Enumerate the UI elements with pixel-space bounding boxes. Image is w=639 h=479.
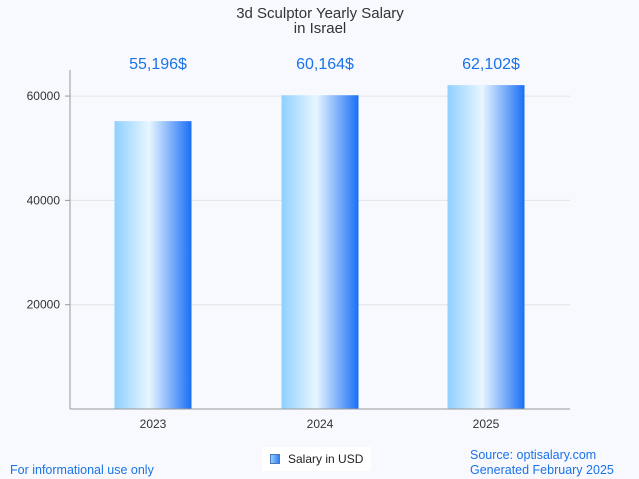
x-tick-label: 2023: [140, 417, 167, 431]
disclaimer-text: For informational use only: [10, 463, 154, 477]
legend[interactable]: Salary in USD: [262, 447, 372, 471]
x-tick-label: 2024: [307, 417, 334, 431]
source-text[interactable]: Source: optisalary.com: [470, 448, 597, 462]
generated-text: Generated February 2025: [470, 463, 614, 477]
y-tick-label: 20000: [27, 298, 61, 312]
legend-swatch: [270, 454, 280, 464]
data-label: 60,164$: [296, 56, 354, 73]
legend-label: Salary in USD: [288, 452, 364, 466]
y-tick-label: 40000: [27, 193, 61, 207]
source-block: Source: optisalary.com Generated Februar…: [470, 448, 614, 478]
chart-subtitle: in Israel: [294, 20, 347, 37]
bar-2025[interactable]: [447, 85, 525, 409]
data-label: 62,102$: [462, 56, 520, 73]
data-label: 55,196$: [129, 56, 187, 73]
chart-title: 3d Sculptor Yearly Salary: [236, 5, 404, 22]
x-tick-label: 2025: [473, 417, 500, 431]
bar-2023[interactable]: [114, 121, 192, 410]
y-tick-label: 60000: [27, 89, 61, 103]
bar-2024[interactable]: [281, 95, 359, 409]
